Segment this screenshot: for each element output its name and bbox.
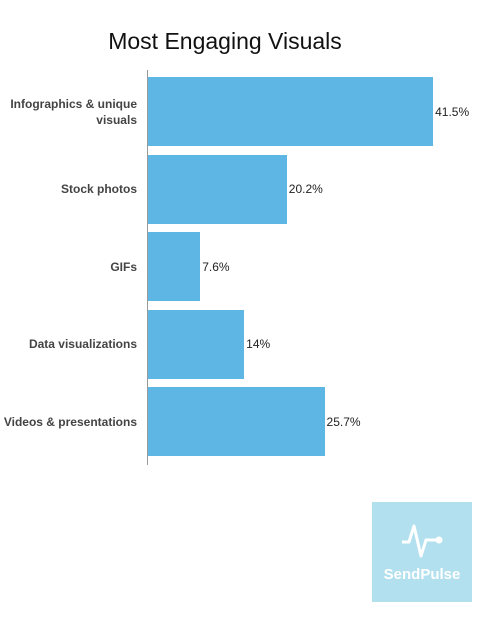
category-label: Stock photos <box>60 182 137 196</box>
value-label: 41.5% <box>435 104 470 119</box>
chart-title: Most Engaging Visuals <box>108 28 342 54</box>
category-label: Infographics & unique visuals <box>10 96 137 127</box>
bar <box>148 387 325 456</box>
value-label: 14% <box>246 337 271 351</box>
logo-text: SendPulse <box>383 566 461 583</box>
value-label: 20.2% <box>288 182 323 196</box>
logo-icon <box>402 524 443 558</box>
bar <box>148 77 434 146</box>
bar <box>148 232 201 301</box>
bar <box>148 154 287 224</box>
value-label: 7.6% <box>202 259 230 274</box>
logo: SendPulse <box>372 502 472 602</box>
category-label: Videos & presentations <box>3 414 137 429</box>
category-label: GIFs <box>110 259 137 274</box>
axis-line <box>147 70 148 465</box>
bar <box>148 309 245 379</box>
value-label: 25.7% <box>326 414 361 429</box>
category-label: Data visualizations <box>28 337 137 351</box>
